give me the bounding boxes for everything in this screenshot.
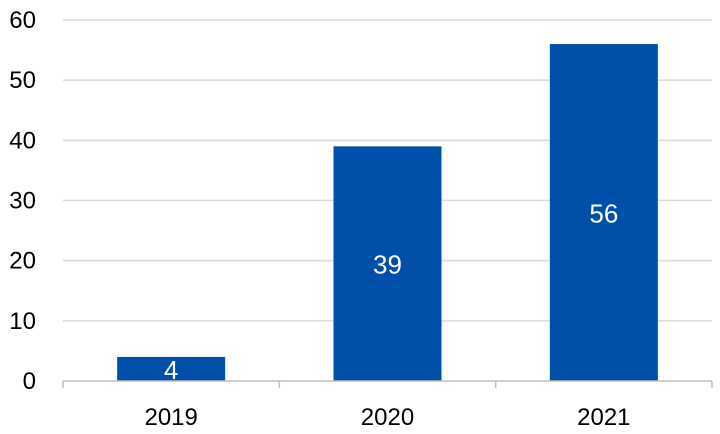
y-tick-label: 60: [9, 7, 36, 34]
x-tick-label: 2020: [361, 404, 414, 431]
y-tick-label: 30: [9, 188, 36, 215]
y-tick-label: 40: [9, 127, 36, 154]
bar-2020: [333, 146, 442, 381]
bars: [117, 44, 658, 382]
x-tick-label: 2019: [144, 404, 197, 431]
axes: 0 10 20 30 40 50 60 2019 2020 2021: [9, 7, 713, 431]
y-tick-label: 10: [9, 308, 36, 335]
data-label-2021: 56: [589, 199, 618, 229]
x-tick-label: 2021: [577, 404, 630, 431]
data-labels: 4 39 56: [164, 199, 618, 385]
bar-2019: [117, 356, 226, 381]
y-tick-label: 20: [9, 248, 36, 275]
data-label-2020: 39: [373, 250, 402, 280]
y-tick-label: 0: [23, 368, 36, 395]
data-label-2019: 4: [164, 355, 178, 385]
bar-2021: [549, 44, 658, 382]
y-tick-label: 50: [9, 67, 36, 94]
